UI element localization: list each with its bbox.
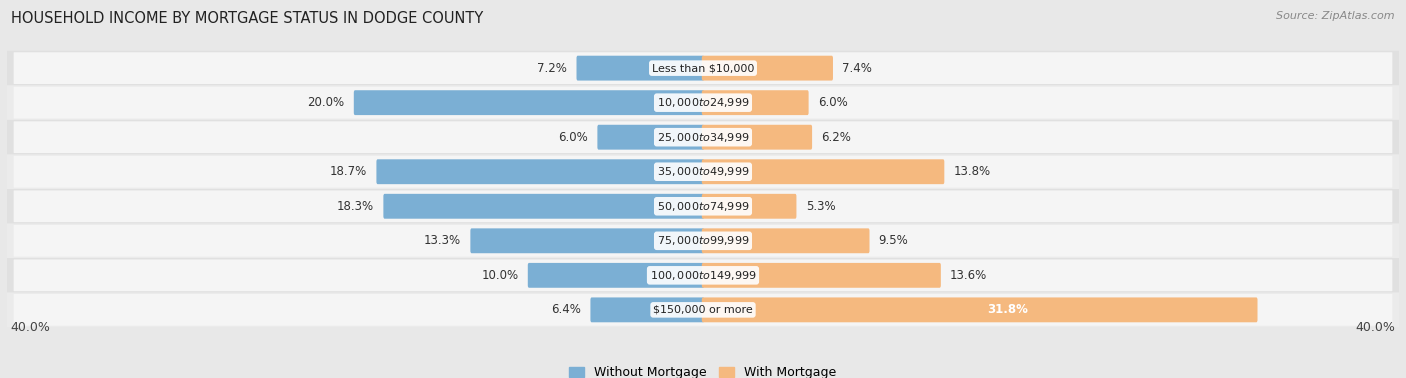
FancyBboxPatch shape [377,159,704,184]
FancyBboxPatch shape [591,297,704,322]
Text: 6.4%: 6.4% [551,304,581,316]
FancyBboxPatch shape [14,121,1392,153]
FancyBboxPatch shape [354,90,704,115]
Text: $75,000 to $99,999: $75,000 to $99,999 [657,234,749,247]
Text: 6.2%: 6.2% [821,131,851,144]
Text: Source: ZipAtlas.com: Source: ZipAtlas.com [1277,11,1395,21]
FancyBboxPatch shape [702,194,796,219]
FancyBboxPatch shape [471,228,704,253]
FancyBboxPatch shape [702,228,869,253]
FancyBboxPatch shape [598,125,704,150]
Text: 9.5%: 9.5% [879,234,908,247]
FancyBboxPatch shape [14,294,1392,326]
FancyBboxPatch shape [7,51,1399,85]
FancyBboxPatch shape [7,189,1399,223]
Text: $35,000 to $49,999: $35,000 to $49,999 [657,165,749,178]
Text: $100,000 to $149,999: $100,000 to $149,999 [650,269,756,282]
Text: 40.0%: 40.0% [1355,321,1396,334]
FancyBboxPatch shape [14,87,1392,119]
FancyBboxPatch shape [527,263,704,288]
FancyBboxPatch shape [14,191,1392,222]
Text: 20.0%: 20.0% [308,96,344,109]
FancyBboxPatch shape [7,293,1399,327]
Text: 13.3%: 13.3% [425,234,461,247]
Text: $10,000 to $24,999: $10,000 to $24,999 [657,96,749,109]
FancyBboxPatch shape [7,155,1399,189]
FancyBboxPatch shape [702,90,808,115]
FancyBboxPatch shape [7,120,1399,155]
FancyBboxPatch shape [7,223,1399,258]
Text: 18.3%: 18.3% [337,200,374,213]
FancyBboxPatch shape [702,297,1257,322]
FancyBboxPatch shape [384,194,704,219]
Text: HOUSEHOLD INCOME BY MORTGAGE STATUS IN DODGE COUNTY: HOUSEHOLD INCOME BY MORTGAGE STATUS IN D… [11,11,484,26]
Text: 18.7%: 18.7% [330,165,367,178]
Text: 31.8%: 31.8% [987,304,1028,316]
Text: 13.6%: 13.6% [950,269,987,282]
FancyBboxPatch shape [7,85,1399,120]
Text: 10.0%: 10.0% [481,269,519,282]
Text: 6.0%: 6.0% [818,96,848,109]
Text: 13.8%: 13.8% [953,165,991,178]
FancyBboxPatch shape [14,156,1392,187]
FancyBboxPatch shape [702,56,832,81]
FancyBboxPatch shape [702,159,945,184]
Text: 40.0%: 40.0% [10,321,51,334]
Legend: Without Mortgage, With Mortgage: Without Mortgage, With Mortgage [564,361,842,378]
Text: $150,000 or more: $150,000 or more [654,305,752,315]
Text: 7.2%: 7.2% [537,62,567,74]
Text: 6.0%: 6.0% [558,131,588,144]
FancyBboxPatch shape [576,56,704,81]
Text: 7.4%: 7.4% [842,62,872,74]
Text: Less than $10,000: Less than $10,000 [652,63,754,73]
Text: 5.3%: 5.3% [806,200,835,213]
FancyBboxPatch shape [14,225,1392,257]
Text: $25,000 to $34,999: $25,000 to $34,999 [657,131,749,144]
FancyBboxPatch shape [14,52,1392,84]
FancyBboxPatch shape [702,263,941,288]
FancyBboxPatch shape [14,259,1392,291]
FancyBboxPatch shape [7,258,1399,293]
FancyBboxPatch shape [702,125,813,150]
Text: $50,000 to $74,999: $50,000 to $74,999 [657,200,749,213]
